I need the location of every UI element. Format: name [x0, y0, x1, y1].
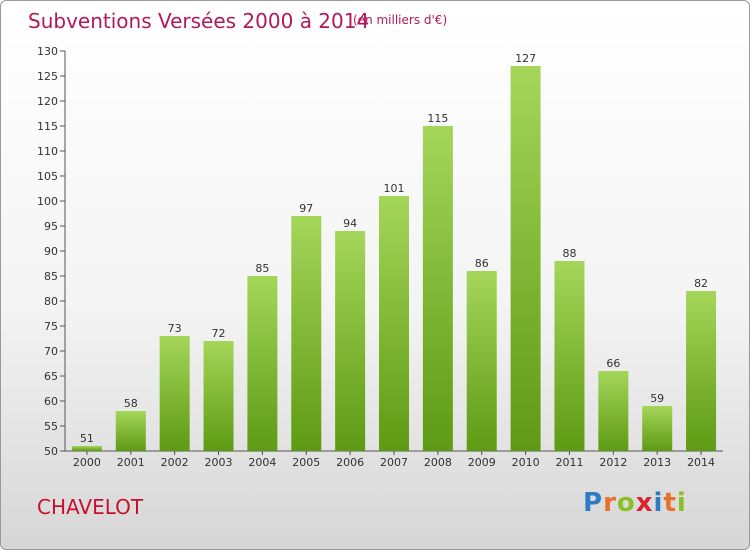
bar	[71, 446, 102, 451]
bar	[247, 276, 278, 451]
data-label: 72	[212, 327, 226, 340]
y-tick-label: 100	[37, 195, 58, 208]
chart-subtitle: (en milliers d'€)	[353, 13, 448, 27]
x-tick-label: 2012	[599, 456, 627, 469]
x-tick-label: 2004	[248, 456, 276, 469]
y-tick-label: 70	[44, 345, 58, 358]
commune-name: CHAVELOT	[37, 495, 144, 519]
y-tick-label: 65	[44, 370, 58, 383]
data-label: 85	[255, 262, 269, 275]
bar	[510, 66, 541, 451]
data-label: 66	[606, 357, 620, 370]
y-tick-label: 125	[37, 70, 58, 83]
x-tick-label: 2014	[687, 456, 715, 469]
data-label: 97	[299, 202, 313, 215]
y-tick-label: 75	[44, 320, 58, 333]
x-tick-label: 2002	[161, 456, 189, 469]
logo-letter: i	[653, 488, 664, 518]
data-label: 94	[343, 217, 357, 230]
bar	[642, 406, 673, 451]
logo-letter: i	[676, 488, 687, 518]
y-tick-label: 55	[44, 420, 58, 433]
y-tick-label: 130	[37, 45, 58, 58]
y-tick-label: 120	[37, 95, 58, 108]
data-label: 73	[168, 322, 182, 335]
y-tick-label: 105	[37, 170, 58, 183]
proxiti-logo: Proxiti	[583, 488, 687, 518]
bar	[379, 196, 409, 451]
bar	[466, 271, 497, 451]
data-label: 127	[515, 52, 536, 65]
y-tick-label: 95	[44, 220, 58, 233]
data-label: 88	[562, 247, 576, 260]
y-tick-label: 115	[37, 120, 58, 133]
data-labels: 51 58 73 72 85 97 94 101 115 86 127 88 66 59 82	[80, 52, 708, 445]
y-tick-label: 80	[44, 295, 58, 308]
bar	[422, 126, 453, 451]
logo-letter: P	[583, 488, 604, 518]
logo-letter: o	[616, 488, 636, 518]
y-tick-label: 85	[44, 270, 58, 283]
data-label: 86	[475, 257, 489, 270]
y-tick-label: 50	[44, 445, 58, 458]
x-tick-label: 2000	[73, 456, 101, 469]
logo-letter: r	[603, 488, 617, 518]
bar	[203, 341, 234, 451]
x-tick-label: 2011	[555, 456, 583, 469]
axes: 50 55 60 65 70 75 80 85 90 95 100 105 110 115 120 125 13…	[37, 45, 723, 469]
y-tick-label: 90	[44, 245, 58, 258]
data-label: 82	[694, 277, 708, 290]
bar	[159, 336, 190, 451]
data-label: 58	[124, 397, 138, 410]
y-tick-label: 110	[37, 145, 58, 158]
x-tick-label: 2003	[205, 456, 233, 469]
bar	[115, 411, 146, 451]
bar	[291, 216, 322, 451]
x-tick-label: 2010	[512, 456, 540, 469]
logo-letter: t	[663, 488, 677, 518]
bars	[71, 66, 717, 451]
data-label: 59	[650, 392, 664, 405]
logo-letter: x	[635, 488, 654, 518]
chart-title: Subventions Versées 2000 à 2014	[28, 9, 370, 33]
data-label: 51	[80, 432, 94, 445]
x-tick-label: 2009	[468, 456, 496, 469]
x-tick-label: 2005	[292, 456, 320, 469]
data-label: 115	[427, 112, 448, 125]
x-tick-label: 2007	[380, 456, 408, 469]
x-tick-label: 2008	[424, 456, 452, 469]
bar	[598, 371, 629, 451]
bar	[686, 291, 717, 451]
bar	[554, 261, 585, 451]
data-label: 101	[384, 182, 405, 195]
y-tick-label: 60	[44, 395, 58, 408]
x-tick-label: 2013	[643, 456, 671, 469]
x-tick-label: 2006	[336, 456, 364, 469]
bar	[335, 231, 366, 451]
x-tick-label: 2001	[117, 456, 145, 469]
